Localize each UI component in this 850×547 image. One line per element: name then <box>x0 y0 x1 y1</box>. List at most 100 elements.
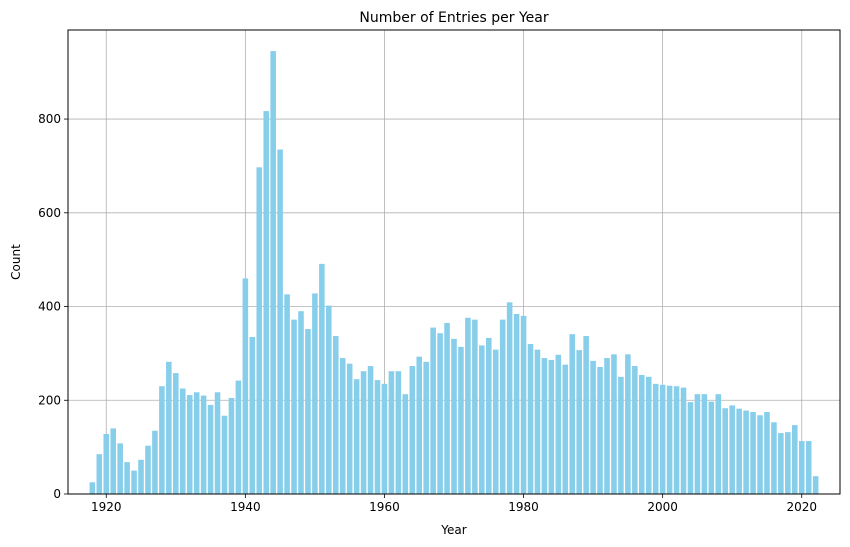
bar-2000 <box>659 384 666 494</box>
x-ticks: 1920 1940 1960 1980 2000 2020 <box>91 494 817 514</box>
y-tick-label: 0 <box>53 487 61 501</box>
bar-1942 <box>256 167 263 494</box>
y-tick-label: 600 <box>38 206 61 220</box>
bar-1973 <box>472 319 478 494</box>
bar-1924 <box>131 470 137 494</box>
bar-2004 <box>687 402 694 494</box>
bar-1976 <box>492 349 499 494</box>
bar-1983 <box>541 358 548 494</box>
bar-2008 <box>715 394 722 494</box>
y-tick-label: 400 <box>38 300 61 314</box>
bar-1997 <box>639 374 645 494</box>
bar-1922 <box>117 443 123 494</box>
bar-1946 <box>284 294 290 494</box>
bar-1967 <box>430 327 436 494</box>
bar-1952 <box>326 305 332 494</box>
bar-1933 <box>193 392 200 494</box>
bar-2011 <box>736 408 742 494</box>
bar-1936 <box>214 392 221 494</box>
bar-1919 <box>96 454 103 494</box>
bar-2010 <box>729 405 735 494</box>
bar-1984 <box>548 359 555 494</box>
bar-1925 <box>138 459 144 494</box>
bar-1972 <box>465 317 471 494</box>
bar-1982 <box>534 349 541 494</box>
bar-2009 <box>722 408 729 494</box>
bar-1926 <box>145 445 151 494</box>
bar-1989 <box>583 336 589 494</box>
bar-1999 <box>652 383 659 494</box>
bar-1977 <box>499 319 506 494</box>
y-tick-label: 200 <box>38 393 61 407</box>
bar-2005 <box>694 394 701 494</box>
bar-1990 <box>590 360 596 494</box>
chart-title: Number of Entries per Year <box>359 10 548 26</box>
bar-2017 <box>778 433 784 494</box>
bar-2013 <box>750 411 756 494</box>
bar-1944 <box>270 51 276 494</box>
bar-1923 <box>124 462 130 494</box>
y-axis-label: Count <box>9 244 23 280</box>
plot-frame <box>67 29 841 495</box>
bar-1958 <box>367 366 374 494</box>
bar-1932 <box>186 395 193 494</box>
bar-2001 <box>666 385 673 494</box>
bar-2006 <box>701 394 708 494</box>
bar-1979 <box>513 314 520 494</box>
bar-1966 <box>423 361 429 494</box>
bar-1928 <box>159 386 165 494</box>
bar-1953 <box>332 336 339 494</box>
x-tick-label: 1960 <box>369 500 400 514</box>
x-tick-label: 2000 <box>647 500 678 514</box>
bar-1974 <box>479 345 485 494</box>
bar-1988 <box>576 350 582 494</box>
bar-2016 <box>771 422 777 494</box>
bar-2015 <box>764 411 770 494</box>
bar-1985 <box>555 354 562 494</box>
bar-1993 <box>611 354 617 494</box>
bar-1986 <box>562 364 569 494</box>
bar-1948 <box>298 311 304 494</box>
bar-1940 <box>242 278 249 494</box>
bar-1995 <box>625 354 631 494</box>
bar-1994 <box>618 376 624 494</box>
bar-1955 <box>346 363 353 494</box>
bar-1950 <box>312 293 318 494</box>
bar-1992 <box>604 358 610 494</box>
bar-1975 <box>485 337 492 494</box>
bar-1937 <box>221 415 228 494</box>
bar-1929 <box>166 361 172 494</box>
bar-1930 <box>173 373 179 494</box>
bar-2003 <box>680 387 687 494</box>
bar-1947 <box>291 319 297 494</box>
bar-1938 <box>228 397 235 494</box>
bar-1939 <box>235 380 242 494</box>
y-ticks: 0 200 400 600 800 <box>38 112 68 501</box>
bar-1918 <box>89 482 96 494</box>
bar-2002 <box>673 386 680 494</box>
bar-2022 <box>812 476 819 494</box>
bar-1941 <box>249 336 256 494</box>
bar-1961 <box>388 371 395 494</box>
x-tick-label: 2020 <box>786 500 817 514</box>
bar-2019 <box>792 425 798 494</box>
bar-1960 <box>381 383 388 494</box>
bar-2020 <box>798 441 805 494</box>
bar-1945 <box>277 149 283 495</box>
bar-1931 <box>179 388 186 494</box>
bar-2007 <box>708 401 715 494</box>
bar-1956 <box>353 379 360 494</box>
x-tick-label: 1920 <box>91 500 122 514</box>
bar-1934 <box>200 395 207 494</box>
bar-1920 <box>103 434 110 494</box>
bar-1968 <box>437 333 443 494</box>
bar-1935 <box>207 404 214 494</box>
bar-1943 <box>263 111 269 494</box>
bar-2018 <box>785 432 791 494</box>
bar-1987 <box>569 334 576 494</box>
bars <box>89 51 819 495</box>
bar-1951 <box>319 263 325 494</box>
x-tick-label: 1980 <box>508 500 539 514</box>
y-tick-label: 800 <box>38 112 61 126</box>
